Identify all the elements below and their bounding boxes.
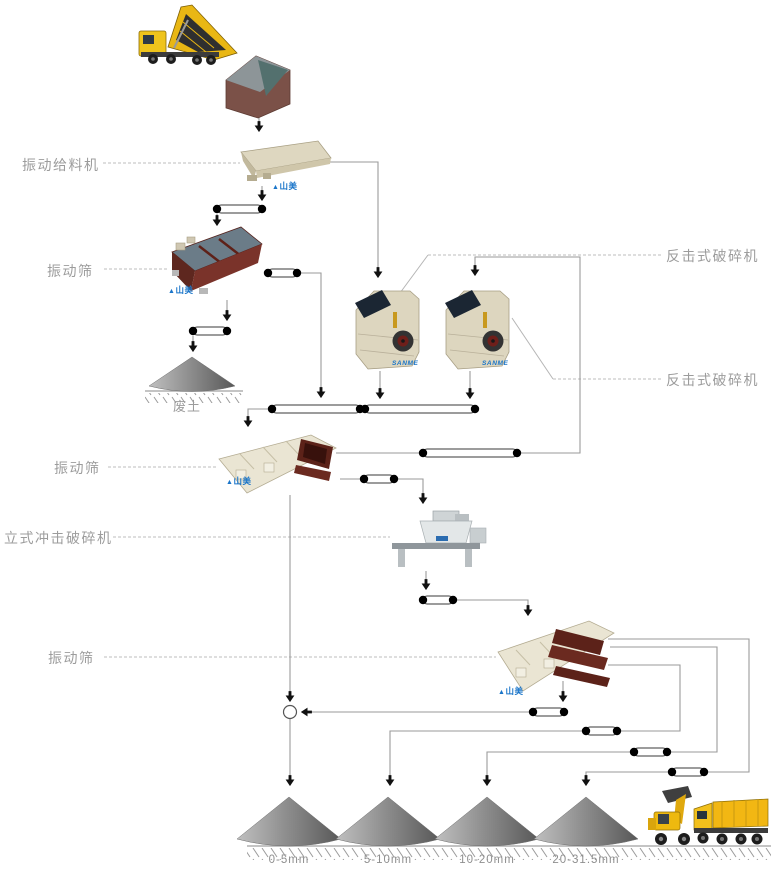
label-product-20-31mm: 20-31.5mm [552, 854, 620, 866]
conveyor-icon [581, 726, 622, 736]
label-product-0-5mm: 0-5mm [268, 854, 310, 866]
label-vibrating-screen-3: 振动筛 [48, 650, 95, 666]
label-vibrating-screen-2: 振动筛 [54, 460, 101, 476]
product-pile-20-31 [533, 796, 639, 847]
label-waste-pile: 废土 [173, 399, 202, 414]
feed-hopper [225, 55, 291, 119]
conveyor-icon [528, 707, 569, 717]
sanme-cn-logo-screen1: ▲山美 [168, 285, 194, 295]
product-pile-10-20 [434, 796, 540, 847]
vibrating-feeder [240, 140, 332, 181]
product-pile-0-5 [236, 796, 342, 847]
sanme-cn-logo-screen3: ▲山美 [498, 686, 524, 696]
label-vibrating-screen-1: 振动筛 [47, 263, 94, 279]
vsi-crusher [392, 510, 487, 567]
vibrating-screen-3 [497, 620, 615, 692]
conveyor-icon [629, 747, 672, 757]
sanme-cn-logo-screen2: ▲山美 [226, 476, 252, 486]
label-product-10-20mm: 10-20mm [459, 854, 515, 866]
label-impact-crusher-1: 反击式破碎机 [666, 248, 759, 264]
label-impact-crusher-2: 反击式破碎机 [666, 372, 759, 388]
label-vibrating-feeder: 振动给料机 [22, 157, 100, 173]
mountain-icon: ▲ [498, 689, 506, 696]
conveyor-icon [212, 204, 267, 214]
vibrating-screen-1 [171, 226, 263, 294]
wheel-loader [648, 786, 692, 845]
stockpiles [148, 356, 639, 847]
sanme-en-logo-crusher2: SANME [482, 360, 509, 367]
conveyor-icon [188, 326, 232, 336]
mixing-junction [282, 704, 298, 720]
conveyor-icon [418, 448, 522, 458]
label-product-5-10mm: 5-10mm [363, 854, 413, 866]
label-leader-lines [103, 162, 663, 658]
label-leader-diagonals [399, 254, 554, 380]
dump-truck-top [138, 4, 238, 65]
impact-crusher-2 [444, 289, 510, 370]
sanme-cn-logo-feeder: ▲山美 [272, 181, 298, 191]
impact-crusher-1 [354, 289, 420, 370]
label-vsi-crusher: 立式冲击破碎机 [4, 530, 113, 546]
flow-lines [188, 116, 750, 787]
product-pile-5-10 [335, 796, 441, 847]
conveyor-icon [667, 767, 709, 777]
conveyor-icon [267, 404, 365, 414]
waste-pile [148, 356, 236, 392]
conveyor-icon [418, 595, 458, 605]
conveyor-icon [263, 268, 302, 278]
mountain-icon: ▲ [168, 288, 176, 295]
ground-products [247, 845, 771, 860]
mountain-icon: ▲ [226, 479, 234, 486]
conveyor-icon [360, 404, 480, 414]
vibrating-screen-2 [218, 434, 337, 494]
dump-truck-bottom [693, 798, 769, 845]
conveyor-icons [188, 204, 709, 777]
conveyor-icon [359, 474, 399, 484]
sanme-en-logo-crusher1: SANME [392, 360, 419, 367]
mountain-icon: ▲ [272, 184, 280, 191]
